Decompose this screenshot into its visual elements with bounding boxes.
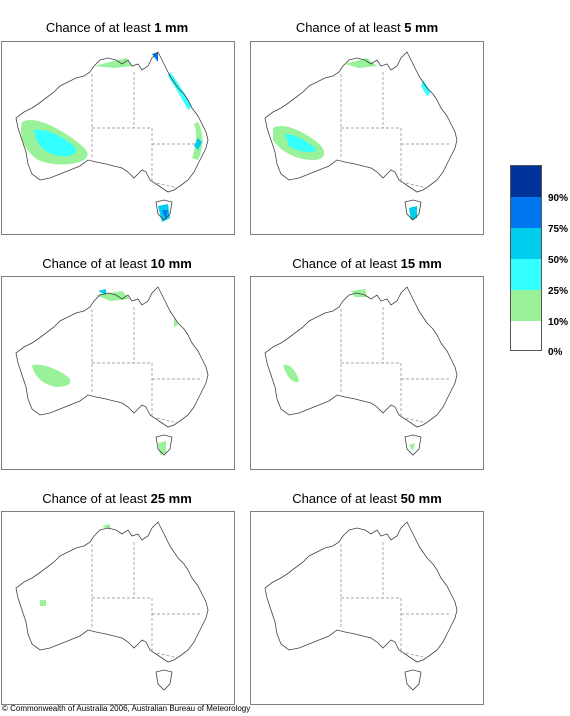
title-prefix: Chance of at least [45, 20, 155, 35]
panel-title-25mm: Chance of at least 25 mm [0, 491, 234, 506]
probability-patch [285, 134, 317, 153]
panel-title-10mm: Chance of at least 10 mm [0, 256, 234, 271]
map-10mm [1, 276, 235, 470]
probability-patch [40, 600, 46, 606]
australia-map [264, 51, 458, 221]
probability-patch [409, 443, 415, 451]
state-borders [91, 72, 202, 189]
probability-patch [345, 58, 377, 68]
title-value: 1 mm [154, 20, 189, 35]
map-1mm [1, 41, 235, 235]
coastline [264, 521, 458, 663]
tasmania-outline [155, 199, 173, 221]
legend-swatch-90 [511, 166, 541, 197]
title-value: 15 mm [400, 256, 442, 271]
legend-label-90: 90% [548, 193, 569, 204]
title-value: 25 mm [150, 491, 192, 506]
title-value: 50 mm [400, 491, 442, 506]
coastline [15, 286, 209, 428]
coastline [264, 51, 458, 193]
legend-swatch-10 [511, 290, 541, 321]
map-25mm [1, 511, 235, 705]
panel-title-5mm: Chance of at least 5 mm [250, 20, 484, 35]
probability-patch [94, 58, 132, 68]
panel-title-15mm: Chance of at least 15 mm [250, 256, 484, 271]
title-prefix: Chance of at least [42, 256, 151, 271]
state-borders [91, 307, 202, 424]
state-borders [91, 542, 202, 659]
australia-map [264, 286, 458, 456]
tasmania-outline [155, 434, 173, 456]
map-15mm [250, 276, 484, 470]
state-borders [340, 542, 451, 659]
legend-swatch-25 [511, 259, 541, 290]
legend-label-25: 25% [548, 286, 569, 297]
probability-patch [351, 289, 367, 297]
probability-patch [98, 289, 106, 295]
coastline [15, 521, 209, 663]
tasmania-outline [155, 669, 173, 691]
coastline [264, 286, 458, 428]
probability-patch [152, 52, 158, 62]
probability-patch [409, 206, 417, 220]
legend-label-0: 0% [548, 347, 563, 358]
legend-label-75: 75% [548, 224, 569, 235]
australia-map [15, 51, 209, 222]
probability-patch [421, 80, 431, 96]
tasmania-outline [404, 434, 422, 456]
coastline [15, 51, 209, 193]
panel-title-1mm: Chance of at least 1 mm [0, 20, 234, 35]
state-borders [340, 307, 451, 424]
probability-patch [283, 364, 299, 383]
title-prefix: Chance of at least [295, 20, 405, 35]
australia-map [264, 521, 458, 691]
tasmania-outline [404, 199, 422, 221]
title-prefix: Chance of at least [42, 491, 151, 506]
probability-patch [102, 524, 110, 530]
probability-patch [34, 129, 77, 157]
probability-patch [32, 364, 71, 387]
legend-swatch-0 [511, 321, 541, 350]
tasmania-outline [404, 669, 422, 691]
legend-label-10: 10% [548, 317, 569, 328]
australia-map [15, 286, 209, 456]
title-prefix: Chance of at least [292, 491, 401, 506]
state-borders [340, 72, 451, 189]
title-value: 5 mm [404, 20, 439, 35]
copyright-notice: © Commonwealth of Australia 2006, Austra… [2, 704, 251, 713]
legend-swatch-50 [511, 228, 541, 259]
probability-legend [510, 165, 542, 351]
probability-patch [174, 317, 178, 327]
title-prefix: Chance of at least [292, 256, 401, 271]
map-50mm [250, 511, 484, 705]
legend-label-50: 50% [548, 255, 569, 266]
title-value: 10 mm [150, 256, 192, 271]
legend-swatch-75 [511, 197, 541, 228]
panel-title-50mm: Chance of at least 50 mm [250, 491, 484, 506]
australia-map [15, 521, 209, 691]
map-5mm [250, 41, 484, 235]
